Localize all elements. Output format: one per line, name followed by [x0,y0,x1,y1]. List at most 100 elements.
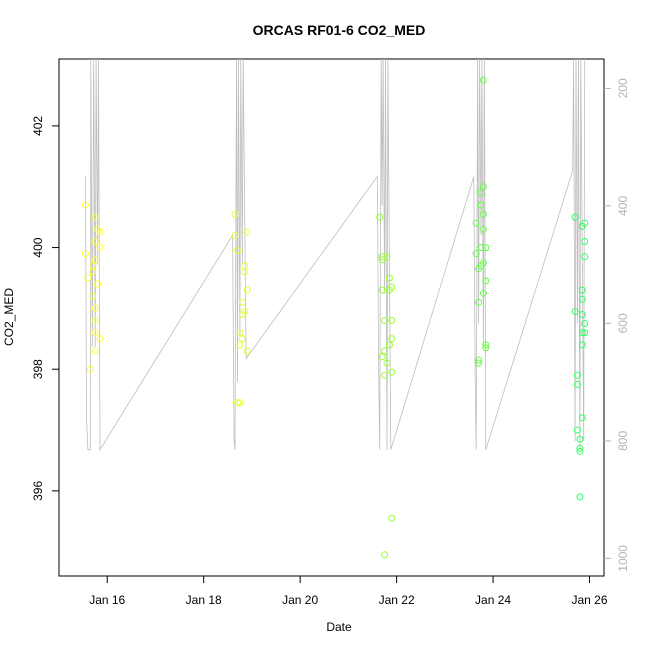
data-point [238,335,246,343]
data-point [241,268,249,276]
data-point [234,399,241,407]
right-tick-label: 400 [616,196,630,216]
x-tick-label: Jan 22 [379,593,415,607]
data-point [381,551,389,559]
data-point [477,189,485,197]
data-point [91,256,99,264]
y-tick-label: 396 [31,481,45,501]
data-point [388,514,396,522]
data-point [578,329,586,337]
data-point [96,228,104,236]
right-tick-label: 1000 [616,545,630,572]
data-point [82,201,89,209]
data-point [378,253,386,261]
data-point [472,219,480,227]
altitude-line [85,58,586,452]
data-point [479,210,487,218]
data-point [479,183,487,191]
data-point [383,359,391,367]
data-point [388,317,396,324]
data-point [91,304,99,312]
data-point [91,317,99,324]
data-point [576,444,584,452]
right-tick-label: 800 [616,431,630,451]
data-point [571,307,579,315]
data-point [581,238,589,245]
x-tick-label: Jan 20 [282,593,318,607]
data-point [381,371,389,379]
data-points-layer [82,76,589,559]
data-point [243,286,251,294]
data-point [84,274,92,282]
x-tick-label: Jan 24 [475,593,511,607]
right-tick-label: 200 [616,78,630,98]
data-point [381,347,389,355]
data-point [388,283,396,291]
data-point [376,213,384,221]
data-point [383,253,391,261]
data-point [477,244,485,252]
data-point [96,335,104,343]
data-point [578,341,586,349]
x-axis: Jan 16 Jan 18 Jan 20 Jan 22 Jan 24 Jan 26 [89,576,608,607]
data-point [581,320,589,328]
data-point [385,341,393,349]
altitude-line-layer [85,58,586,452]
data-point [94,280,102,288]
y-axis-right: 200 400 600 800 1000 [604,78,630,572]
data-point [574,380,581,388]
data-point [96,244,104,252]
data-point [581,253,589,261]
data-point [578,286,586,294]
data-point [241,262,249,270]
x-axis-label: Date [326,620,352,634]
data-point [86,365,94,373]
data-point [578,414,586,422]
plot-area [58,58,605,577]
data-point [385,274,393,282]
data-point [479,76,487,84]
data-point [578,311,586,318]
data-point [378,286,386,294]
data-point [231,231,239,239]
data-point [243,347,251,355]
data-point [378,256,386,264]
data-point [91,329,99,337]
data-point [475,356,483,364]
data-point [231,210,239,218]
data-point [238,298,246,306]
y-tick-label: 402 [31,116,45,136]
data-point [378,353,386,361]
data-point [475,359,483,367]
data-point [241,307,249,315]
data-point [236,341,244,349]
chart-title: ORCAS RF01-6 CO2_MED [253,22,426,38]
data-point [576,447,584,455]
data-point [91,213,99,221]
data-point [388,335,396,343]
data-point [482,344,490,352]
data-point [477,201,485,209]
data-point [234,247,241,255]
data-point [576,493,584,501]
right-tick-label: 600 [616,313,630,333]
y-axis-left: 396 398 400 402 [31,116,59,501]
data-point [482,244,490,252]
data-point [482,277,490,285]
data-point [89,262,97,270]
data-point [82,250,89,258]
y-axis-label: CO2_MED [2,288,16,346]
data-point [479,289,487,297]
data-point [479,225,487,233]
data-point [578,222,586,230]
data-point [381,317,389,324]
y-tick-label: 398 [31,359,45,379]
data-point [89,292,97,300]
data-point [236,329,244,337]
x-tick-label: Jan 26 [572,593,608,607]
x-tick-label: Jan 16 [89,593,125,607]
x-tick-label: Jan 18 [186,593,222,607]
data-point [576,435,584,443]
data-point [574,371,581,379]
